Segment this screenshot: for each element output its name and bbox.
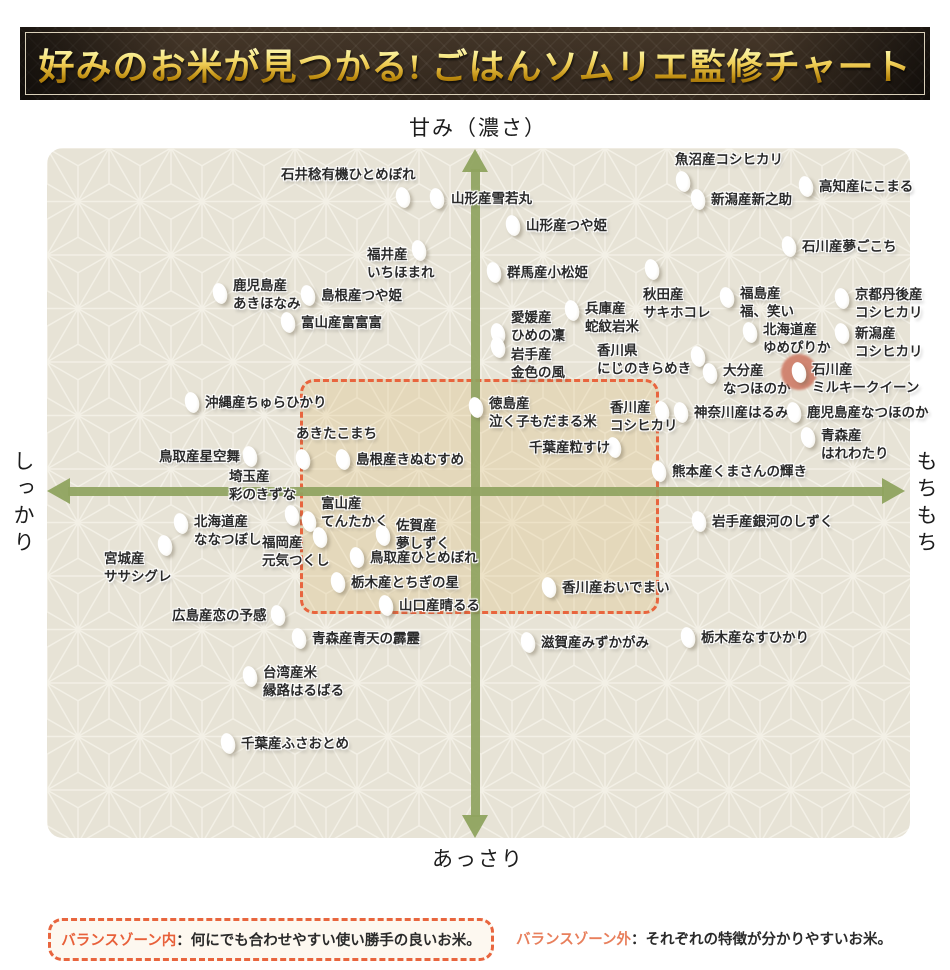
title-banner: 好みのお米が見つかる! ごはんソムリエ監修チャート: [20, 27, 930, 100]
legend-inside-label: バランスゾーン内: [61, 933, 177, 949]
axis-label-right-chewy: もちもち: [914, 450, 938, 558]
axis-arrow-left-icon: [47, 478, 70, 504]
page-title: 好みのお米が見つかる! ごはんソムリエ監修チャート: [39, 38, 912, 90]
axis-label-left-firm: しっかり: [11, 450, 35, 558]
axis-arrow-right-icon: [882, 478, 905, 504]
axis-arrow-down-icon: [462, 815, 488, 838]
balance-zone-legend-inside: バランスゾーン内 ：何にでも合わせやすい使い勝手の良いお米。: [48, 918, 494, 961]
legend-outside-label: バランスゾーン外: [516, 932, 631, 948]
legend-inside-text: ：何にでも合わせやすい使い勝手の良いお米。: [176, 933, 481, 949]
balance-zone-legend-outside: バランスゾーン外：それぞれの特徴が分かりやすいお米。: [516, 928, 892, 949]
axis-label-top-sweetness: 甘み（濃さ）: [409, 116, 547, 140]
legend-outside-text: ：それぞれの特徴が分かりやすいお米。: [630, 932, 892, 948]
horizontal-axis-line: [68, 487, 884, 496]
axis-arrow-up-icon: [462, 149, 488, 172]
axis-label-bottom-light: あっさり: [432, 847, 524, 871]
